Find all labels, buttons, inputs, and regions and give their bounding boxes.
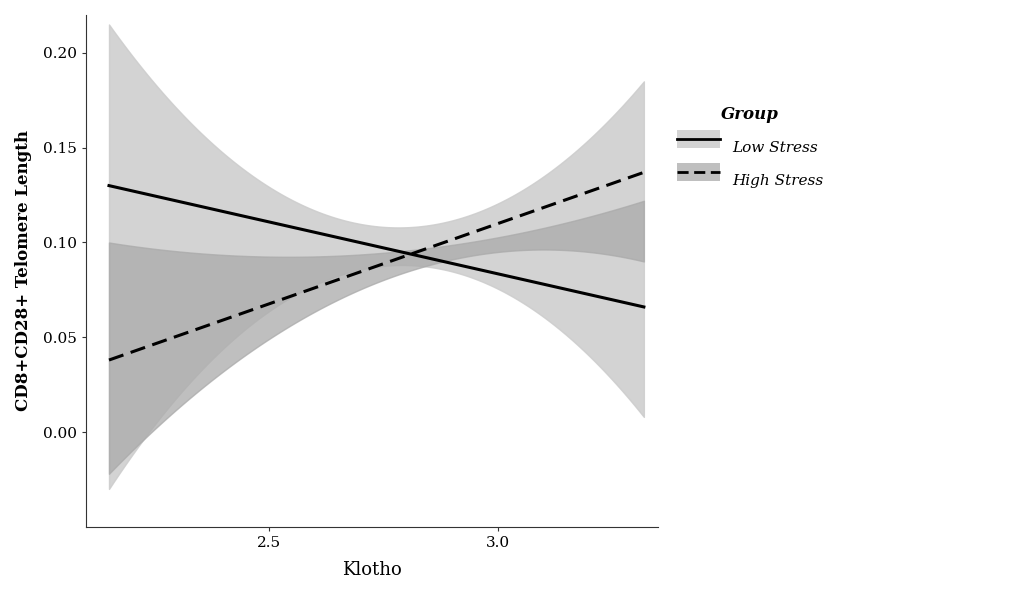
Y-axis label: CD8+CD28+ Telomere Length: CD8+CD28+ Telomere Length [15, 131, 32, 412]
Legend: Low Stress, High Stress: Low Stress, High Stress [671, 99, 828, 194]
X-axis label: Klotho: Klotho [341, 561, 401, 579]
